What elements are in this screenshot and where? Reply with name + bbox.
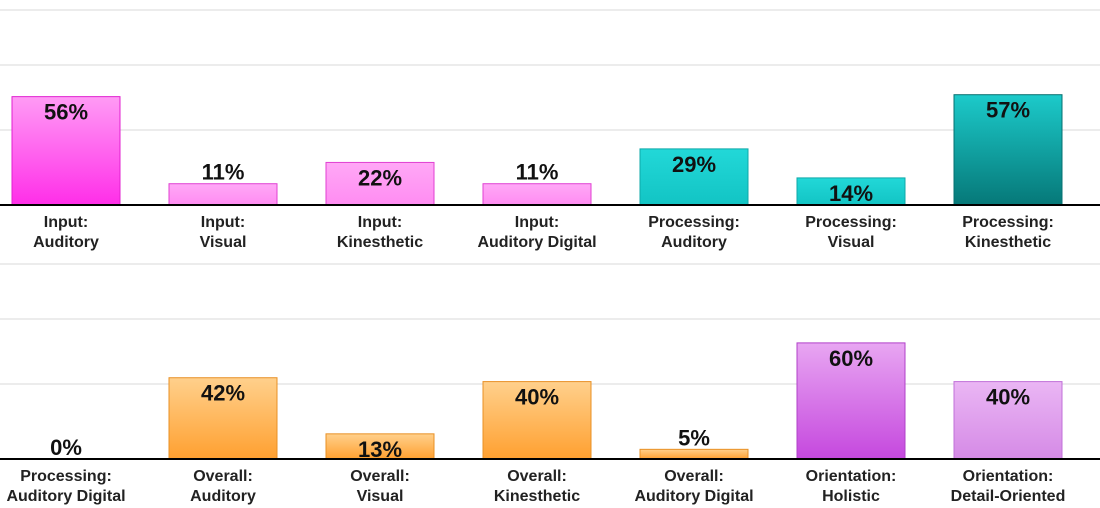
bar	[482, 381, 592, 460]
category-label: Auditory	[661, 234, 727, 251]
bar	[639, 148, 749, 206]
category-label: Visual	[357, 488, 404, 505]
data-label: 40%	[986, 385, 1030, 410]
category-label: Overall:	[193, 468, 253, 485]
category-label: Auditory Digital	[634, 488, 753, 505]
category-label: Input:	[44, 214, 88, 231]
category-label: Input:	[515, 214, 559, 231]
category-label: Holistic	[822, 488, 880, 505]
data-label: 40%	[515, 385, 559, 410]
data-label: 14%	[829, 181, 873, 206]
category-label: Auditory Digital	[477, 234, 596, 251]
category-label: Processing:	[648, 214, 740, 231]
data-label: 60%	[829, 346, 873, 371]
category-label: Orientation:	[963, 468, 1054, 485]
category-label: Processing:	[20, 468, 112, 485]
category-label: Overall:	[350, 468, 410, 485]
chart-panel-1: 56% Input: Auditory 11% Input: Visual 22% Input…	[0, 9, 1100, 251]
data-label: 11%	[516, 160, 559, 185]
data-label: 0%	[50, 435, 82, 460]
bar	[11, 96, 121, 206]
data-label: 13%	[358, 437, 402, 462]
data-label: 57%	[986, 98, 1030, 123]
category-label: Input:	[358, 214, 402, 231]
category-label: Processing:	[805, 214, 897, 231]
category-label: Processing:	[962, 214, 1054, 231]
bar	[639, 448, 749, 460]
category-label: Overall:	[507, 468, 567, 485]
bar	[796, 342, 906, 460]
data-label: 42%	[201, 381, 245, 406]
category-label: Detail-Oriented	[951, 488, 1066, 505]
chart-panel-2: 0% Processing: Auditory Digital 42% Overall:…	[0, 263, 1100, 505]
category-label: Input:	[201, 214, 245, 231]
category-label: Auditory Digital	[6, 488, 125, 505]
category-label: Auditory	[33, 234, 99, 251]
category-label: Overall:	[664, 468, 724, 485]
data-label: 11%	[202, 160, 245, 185]
category-label: Visual	[200, 234, 247, 251]
category-label: Auditory	[190, 488, 256, 505]
bar	[953, 381, 1063, 460]
category-label: Kinesthetic	[494, 488, 580, 505]
bar	[325, 161, 435, 206]
data-label: 22%	[358, 165, 402, 190]
data-label: 29%	[672, 152, 716, 177]
bar	[168, 183, 278, 206]
bar	[482, 183, 592, 206]
category-label: Orientation:	[806, 468, 897, 485]
bar	[325, 433, 435, 460]
category-label: Visual	[828, 234, 875, 251]
category-label: Kinesthetic	[965, 234, 1051, 251]
bar	[168, 377, 278, 460]
data-label: 5%	[678, 425, 710, 450]
category-label: Kinesthetic	[337, 234, 423, 251]
data-label: 56%	[44, 100, 88, 125]
